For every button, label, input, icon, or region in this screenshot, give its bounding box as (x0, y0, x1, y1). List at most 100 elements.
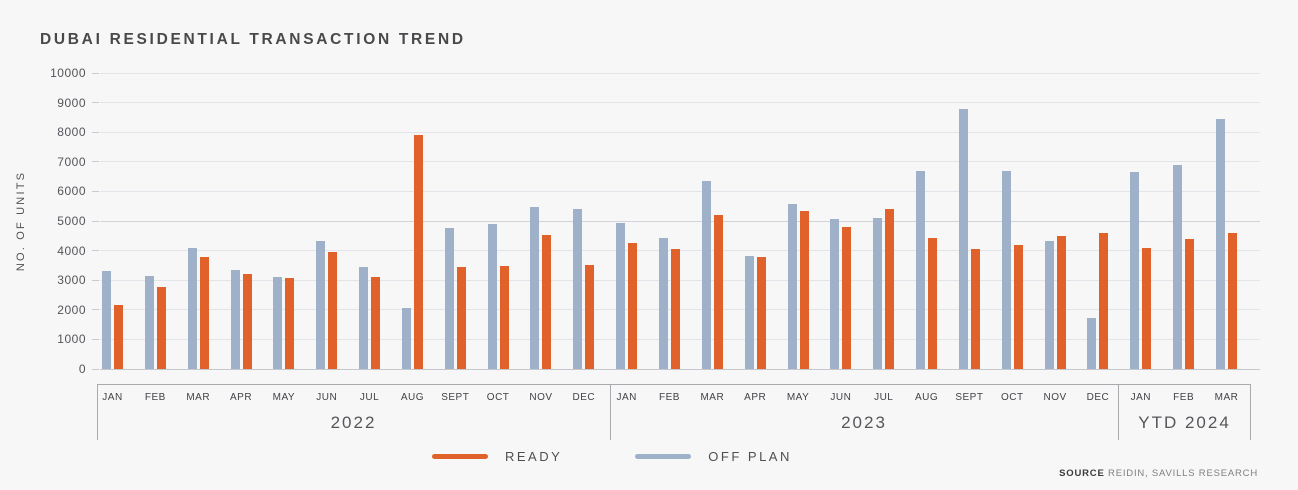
bar-off-plan (401, 307, 411, 369)
gridline-1000 (100, 338, 1260, 340)
bar-ready (1056, 235, 1066, 369)
gridline-3000 (100, 279, 1260, 281)
year-label-2022: 2022 (330, 413, 377, 432)
bar-off-plan (1001, 171, 1011, 369)
y-tickmark-10000 (92, 72, 99, 74)
bar-ready (585, 264, 595, 369)
group-divider-1 (610, 385, 611, 440)
bar-off-plan (1044, 241, 1054, 369)
bar-ready (1227, 232, 1237, 369)
group-divider-2 (1118, 385, 1119, 440)
x-axis: JAN FEB MAR APR MAY JUN JUL AUG SEPT OCT NOV DEC 202… (97, 384, 1251, 440)
bar-ready (885, 209, 895, 369)
y-axis-ticks: 0 1000 2000 3000 4000 5000 6000 7000 8000 9000 100… (0, 67, 86, 375)
bar-ready (670, 248, 680, 369)
y-tickmark-4000 (92, 250, 99, 252)
group-divider-0 (97, 385, 98, 440)
bar-ready (1142, 248, 1152, 369)
bar-off-plan (958, 108, 968, 369)
y-tick-label-0: 0 (78, 362, 86, 376)
month-label-2022-JAN: JAN (102, 392, 123, 403)
bar-off-plan (573, 209, 583, 369)
bar-off-plan (701, 180, 711, 369)
source-note: SOURCE REIDIN, SAVILLS RESEARCH (1059, 468, 1258, 479)
bar-off-plan (187, 248, 197, 369)
month-label-2022-APR: APR (230, 392, 253, 403)
month-label-2022-JUN: JUN (316, 392, 338, 403)
y-tickmark-2000 (92, 309, 99, 311)
y-tick-label-6000: 6000 (57, 184, 86, 199)
bar-ready (285, 278, 295, 369)
y-tickmark-5000 (92, 220, 99, 222)
bar-ready (1013, 244, 1023, 369)
bar-ready (756, 257, 766, 369)
off-plan-swatch-icon (635, 454, 692, 459)
y-tickmark-3000 (92, 279, 99, 281)
bar-ready (413, 135, 423, 369)
gridline-9000 (100, 102, 1260, 104)
bar-off-plan (1215, 118, 1225, 369)
month-label-2022-AUG: AUG (400, 392, 425, 403)
bar-ready (242, 273, 252, 369)
month-label-2023-JUL: JUL (874, 392, 894, 403)
bar-off-plan (230, 270, 240, 369)
gridline-2000 (100, 309, 1260, 311)
y-tick-label-10000: 10000 (50, 66, 86, 80)
gridline-0 (100, 368, 1260, 370)
source-prefix: SOURCE (1059, 468, 1105, 479)
month-label-2023-APR: APR (744, 392, 767, 403)
bar-off-plan (102, 271, 111, 369)
bar-ready (499, 266, 509, 369)
bar-ready (799, 211, 809, 369)
legend-item-off-plan: OFF PLAN (635, 449, 792, 464)
bar-off-plan (873, 218, 883, 369)
month-label-2023-FEB: FEB (659, 392, 680, 403)
y-tick-label-7000: 7000 (57, 154, 86, 169)
bar-ready (114, 305, 123, 369)
bar-ready (542, 235, 552, 369)
bar-ready (199, 256, 209, 369)
y-tick-label-2000: 2000 (57, 302, 86, 317)
bar-off-plan (144, 275, 154, 369)
gridline-10000 (100, 72, 1260, 74)
y-tick-label-1000: 1000 (57, 332, 86, 347)
month-label-2022-NOV: NOV (529, 392, 553, 403)
y-tickmark-1000 (92, 338, 99, 340)
ready-swatch-icon (432, 454, 488, 459)
plot-area (92, 72, 1260, 370)
bar-off-plan (1130, 172, 1140, 369)
source-text: REIDIN, SAVILLS RESEARCH (1104, 468, 1258, 479)
bar-off-plan (1173, 164, 1183, 369)
month-label-2023-OCT: OCT (1000, 392, 1024, 403)
bar-ready (713, 215, 723, 369)
gridline-7000 (100, 161, 1260, 163)
bar-off-plan (744, 255, 754, 369)
bar-ready (1099, 233, 1109, 369)
bar-off-plan (916, 170, 926, 369)
bar-off-plan (359, 266, 369, 369)
month-label-YTD-2024-MAR: MAR (1214, 392, 1239, 403)
month-label-2022-DEC: DEC (572, 392, 596, 403)
chart-title: DUBAI RESIDENTIAL TRANSACTION TREND (40, 31, 466, 48)
bar-ready (842, 227, 852, 369)
bar-off-plan (530, 206, 540, 369)
bar-ready (156, 286, 166, 369)
bar-off-plan (316, 240, 326, 369)
month-label-2023-MAY: MAY (786, 392, 810, 403)
month-label-2022-JUL: JUL (359, 392, 380, 403)
y-tickmark-8000 (92, 131, 99, 133)
y-tickmark-0 (92, 368, 99, 370)
bar-off-plan (487, 223, 497, 369)
month-label-YTD-2024-JAN: JAN (1130, 392, 1151, 403)
gridline-8000 (100, 131, 1260, 133)
bar-ready (1185, 238, 1195, 369)
year-label-2023: 2023 (841, 413, 887, 432)
bar-ready (928, 237, 938, 369)
y-tick-label-5000: 5000 (57, 214, 86, 228)
bar-ready (970, 248, 980, 369)
y-tick-label-9000: 9000 (57, 95, 86, 110)
month-label-2023-JUN: JUN (830, 392, 852, 403)
year-label-YTD-2024: YTD 2024 (1138, 413, 1231, 432)
month-label-2022-FEB: FEB (144, 392, 166, 403)
